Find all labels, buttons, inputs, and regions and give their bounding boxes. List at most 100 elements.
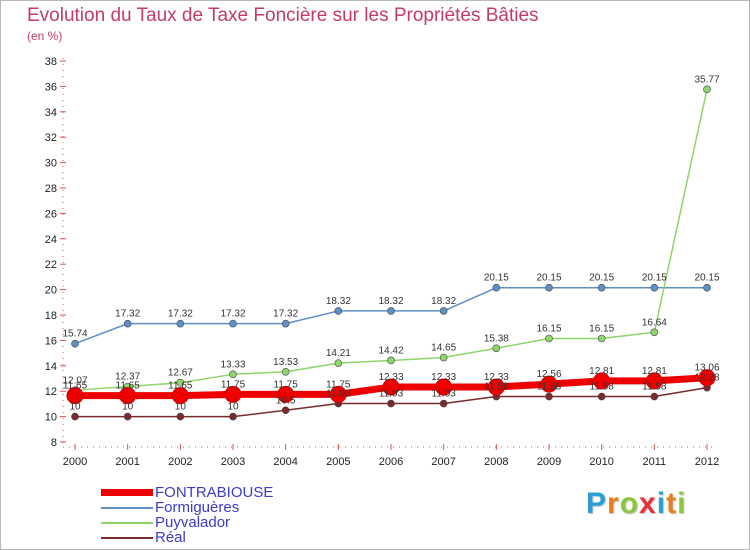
- data-label: 20.15: [694, 273, 719, 284]
- data-point: [229, 319, 237, 328]
- y-tick-label: 20: [45, 285, 57, 297]
- data-point: [698, 369, 716, 387]
- legend-label: Puyvalador: [155, 514, 231, 531]
- data-point: [71, 412, 79, 421]
- data-point: [703, 283, 711, 292]
- data-label: 35.77: [694, 74, 719, 85]
- data-label: 14.21: [326, 348, 351, 359]
- data-label: 11.65: [116, 381, 141, 392]
- data-point: [329, 385, 347, 403]
- data-label: 17.32: [115, 309, 140, 320]
- legend-swatch: [101, 506, 153, 509]
- data-point: [277, 385, 295, 403]
- data-point: [387, 356, 395, 365]
- data-label: 11.03: [432, 389, 457, 400]
- data-label: 11.03: [326, 389, 351, 400]
- data-label: 14.65: [431, 343, 456, 354]
- data-label: 10: [122, 402, 134, 413]
- data-label: 16.15: [589, 323, 614, 334]
- x-tick-label: 2008: [484, 456, 508, 468]
- data-label: 18.32: [326, 296, 351, 307]
- data-label: 12.81: [642, 366, 667, 377]
- data-point: [171, 387, 189, 405]
- data-label: 10: [69, 402, 81, 413]
- data-point: [650, 283, 659, 292]
- data-label: 20.15: [484, 273, 509, 284]
- data-label: 12.28: [694, 373, 719, 384]
- y-tick-label: 10: [45, 412, 57, 424]
- data-label: 11.58: [484, 382, 509, 393]
- data-label: 16.64: [642, 317, 667, 328]
- data-point: [71, 339, 79, 348]
- data-label: 20.15: [642, 273, 667, 284]
- data-label: 10: [175, 402, 187, 413]
- data-label: 12.56: [536, 369, 561, 380]
- data-label: 17.32: [168, 309, 193, 320]
- x-tick-label: 2002: [168, 456, 192, 468]
- data-label: 12.81: [589, 366, 614, 377]
- y-tick-label: 36: [45, 81, 57, 93]
- data-label: 11.75: [326, 379, 351, 390]
- x-tick-label: 2000: [63, 456, 87, 468]
- data-label: 11.58: [590, 382, 615, 393]
- data-point: [597, 334, 606, 343]
- data-label: 12.33: [484, 372, 509, 383]
- x-tick-label: 2009: [537, 456, 561, 468]
- data-point: [540, 375, 558, 393]
- data-point: [645, 372, 663, 390]
- y-tick-label: 14: [45, 361, 57, 373]
- data-label: 15.74: [62, 329, 87, 340]
- y-tick-label: 12: [45, 386, 57, 398]
- data-label: 11.65: [63, 381, 88, 392]
- chart-title: Evolution du Taux de Taxe Foncière sur l…: [27, 5, 539, 26]
- data-label: 20.15: [536, 273, 561, 284]
- x-tick-label: 2010: [589, 456, 613, 468]
- legend-swatch: [101, 489, 153, 496]
- y-tick-label: 32: [45, 132, 57, 144]
- data-point: [439, 353, 448, 362]
- y-tick-label: 30: [45, 158, 57, 170]
- logo-letter: o: [619, 487, 640, 520]
- data-point: [597, 283, 606, 292]
- data-label: 18.32: [378, 296, 403, 307]
- y-tick-label: 26: [45, 208, 57, 220]
- data-point: [229, 412, 237, 421]
- logo-letter: P: [586, 487, 608, 520]
- data-point: [435, 378, 453, 396]
- line-chart: 8 10 12 14 16 18 20 22 24 26 28 30 32 34 36 38 2000 2001 2…: [45, 56, 720, 468]
- x-tick-label: 2004: [273, 456, 297, 468]
- data-point: [229, 370, 237, 379]
- data-point: [545, 283, 553, 292]
- data-point: [334, 307, 343, 315]
- data-point: [176, 378, 185, 387]
- data-label: 17.32: [273, 309, 298, 320]
- logo-letter: i: [656, 487, 667, 520]
- data-point: [382, 378, 400, 396]
- data-point: [439, 307, 448, 315]
- x-tick-label: 2001: [115, 456, 139, 468]
- data-point: [593, 372, 611, 390]
- chart-unit-label: (en %): [27, 29, 63, 43]
- logo-letter: r: [607, 487, 620, 520]
- x-tick-label: 2005: [326, 456, 350, 468]
- data-point: [387, 307, 395, 315]
- data-label: 11.58: [642, 382, 667, 393]
- data-label: 11.03: [379, 389, 404, 400]
- x-tick-label: 2012: [695, 456, 719, 468]
- data-label: 11.58: [537, 382, 562, 393]
- data-point: [387, 399, 395, 408]
- data-label: 16.15: [536, 323, 561, 334]
- data-point: [439, 399, 448, 408]
- legend-swatch: [101, 521, 153, 524]
- y-tick-label: 8: [51, 437, 57, 449]
- data-point: [492, 344, 501, 353]
- data-label: 11.65: [168, 381, 193, 392]
- data-point: [334, 359, 343, 367]
- y-tick-label: 18: [45, 310, 57, 322]
- data-label: 14.42: [378, 345, 403, 356]
- logo-letter: x: [639, 487, 657, 520]
- data-point: [123, 319, 132, 328]
- data-point: [281, 319, 290, 328]
- data-label: 12.37: [115, 372, 140, 383]
